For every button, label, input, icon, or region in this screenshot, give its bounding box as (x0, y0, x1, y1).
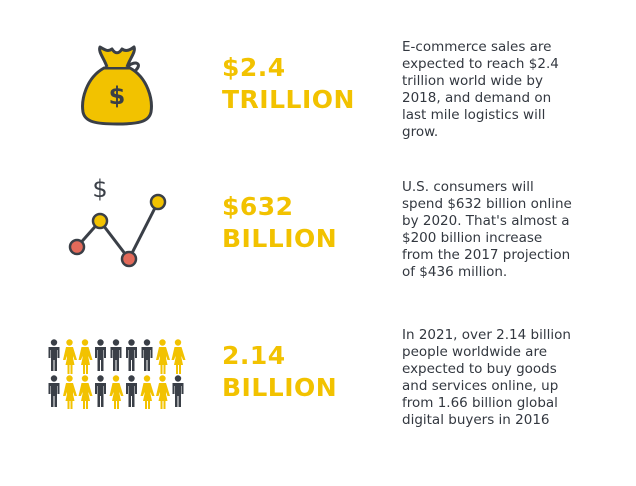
stat-value: 2.14 BILLION (222, 340, 337, 404)
stat-description: E-commerce sales are expected to reach $… (402, 39, 559, 140)
person-figure-dark (48, 339, 60, 371)
person-figure-dark (95, 375, 106, 407)
rising-chart-dollar-icon: $ (68, 175, 167, 268)
people-crowd-icon (48, 339, 186, 409)
person-figure-dark (141, 339, 153, 371)
person-figure-dark (172, 375, 184, 407)
person-figure-dark (110, 339, 122, 371)
stat-row-ecommerce: $ $2.4 TRILLION E-commerce sales are exp… (0, 0, 636, 150)
stat-number: 2.14 (222, 341, 286, 370)
stat-value: $2.4 TRILLION (222, 52, 355, 116)
stat-description: U.S. consumers will spend $632 billion o… (402, 179, 572, 280)
money-bag-icon: $ (81, 45, 153, 126)
person-figure-dark (126, 339, 137, 371)
stat-number: $632 (222, 192, 294, 221)
person-figure-yellow (140, 375, 155, 409)
chart-dollar-glyph: $ (92, 175, 107, 203)
person-figure-dark (48, 375, 60, 407)
person-figure-yellow (63, 339, 77, 374)
stat-unit: TRILLION (222, 85, 355, 114)
person-figure-yellow (63, 375, 77, 409)
stat-description: In 2021, over 2.14 billion people worldw… (402, 327, 571, 428)
bag-dollar-glyph: $ (109, 82, 126, 110)
stat-number: $2.4 (222, 53, 286, 82)
person-figure-yellow (78, 339, 93, 374)
stat-unit: BILLION (222, 224, 338, 253)
person-figure-yellow (171, 339, 186, 374)
person-figure-yellow (78, 375, 93, 409)
person-figure-yellow (109, 375, 124, 409)
stat-row-us-consumers: $ $632 BILLION U.S. consumers will spend… (0, 150, 636, 300)
stat-value: $632 BILLION (222, 191, 337, 255)
person-figure-dark (95, 339, 106, 371)
stat-unit: BILLION (222, 373, 338, 402)
person-figure-yellow (156, 339, 170, 374)
stat-row-digital-buyers: 2.14 BILLION In 2021, over 2.14 billion … (0, 300, 636, 486)
person-figure-yellow (156, 375, 170, 409)
person-figure-dark (126, 375, 137, 407)
